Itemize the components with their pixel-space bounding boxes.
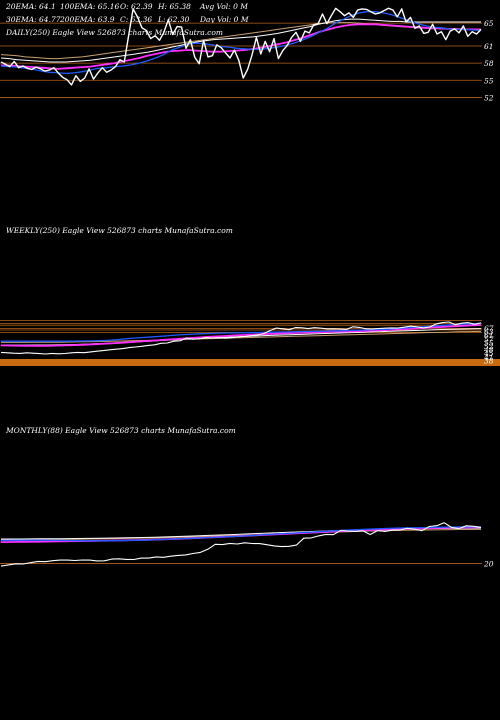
weekly-volume-band xyxy=(0,359,500,366)
monthly-chart-title: MONTHLY(88) Eagle View 526873 charts Mun… xyxy=(5,426,236,435)
ema200-readout: 200EMA: 63.9 xyxy=(59,15,115,24)
daily-ema100-line xyxy=(0,18,481,63)
weekly-ema20-line xyxy=(1,322,482,342)
monthly-y-tick-20: 20 xyxy=(483,559,494,568)
daily-y-tick-55: 55 xyxy=(484,76,494,85)
daily-y-tick-52: 52 xyxy=(484,93,494,102)
open-readout: O: 62.39 xyxy=(120,2,153,11)
weekly-y-tick-41: 41 xyxy=(483,353,494,362)
weekly-chart-panel: WEEKLY(250) Eagle View 526873 charts Mun… xyxy=(0,226,500,366)
ema30-readout: 30EMA: 64.77 xyxy=(6,15,61,24)
daily-y-tick-65: 65 xyxy=(484,19,494,28)
monthly-chart-panel: MONTHLY(88) Eagle View 526873 charts Mun… xyxy=(0,426,494,568)
weekly-y-tick-67: 67 xyxy=(484,324,494,333)
low-readout: L: 62.30 xyxy=(157,15,190,24)
daily-price-line xyxy=(0,7,482,86)
weekly-y-tick-45: 45 xyxy=(483,349,494,358)
weekly-y-tick-55: 55 xyxy=(484,338,494,347)
daily-y-tick-61: 61 xyxy=(484,42,494,51)
daily-ema20-line xyxy=(0,11,482,75)
day-vol-readout: Day Vol: 0 M xyxy=(199,15,249,24)
daily-ema30-line xyxy=(1,23,481,70)
weekly-y-tick-63: 63 xyxy=(484,328,494,337)
ema100-readout: 100EMA: 65.16 xyxy=(60,2,119,11)
high-readout: H: 65.38 xyxy=(157,2,191,11)
weekly-y-tick-48: 48 xyxy=(483,346,494,355)
weekly-ema30-line xyxy=(0,324,482,347)
weekly-y-tick-61: 61 xyxy=(484,331,494,340)
weekly-chart-title: WEEKLY(250) Eagle View 526873 charts Mun… xyxy=(6,226,233,235)
daily-chart-panel: 20EMA: 64.1 100EMA: 65.16 O: 62.39 H: 65… xyxy=(0,2,494,102)
daily-y-tick-58: 58 xyxy=(484,59,494,68)
weekly-y-tick-38: 38 xyxy=(484,356,494,365)
avg-vol-readout: Avg Vol: 0 M xyxy=(199,2,248,11)
monthly-ema20-line xyxy=(0,526,482,542)
weekly-price-line xyxy=(0,321,482,355)
daily-chart-title: DAILY(250) Eagle View 526873 charts Muna… xyxy=(5,28,223,37)
weekly-y-tick-57: 57 xyxy=(484,335,494,344)
ema20-readout: 20EMA: 64.1 xyxy=(5,2,56,11)
monthly-price-line xyxy=(0,522,482,567)
weekly-ema200-line xyxy=(1,330,482,343)
weekly-y-tick-52: 52 xyxy=(484,342,494,351)
close-readout: C: 63.36 xyxy=(120,15,152,24)
